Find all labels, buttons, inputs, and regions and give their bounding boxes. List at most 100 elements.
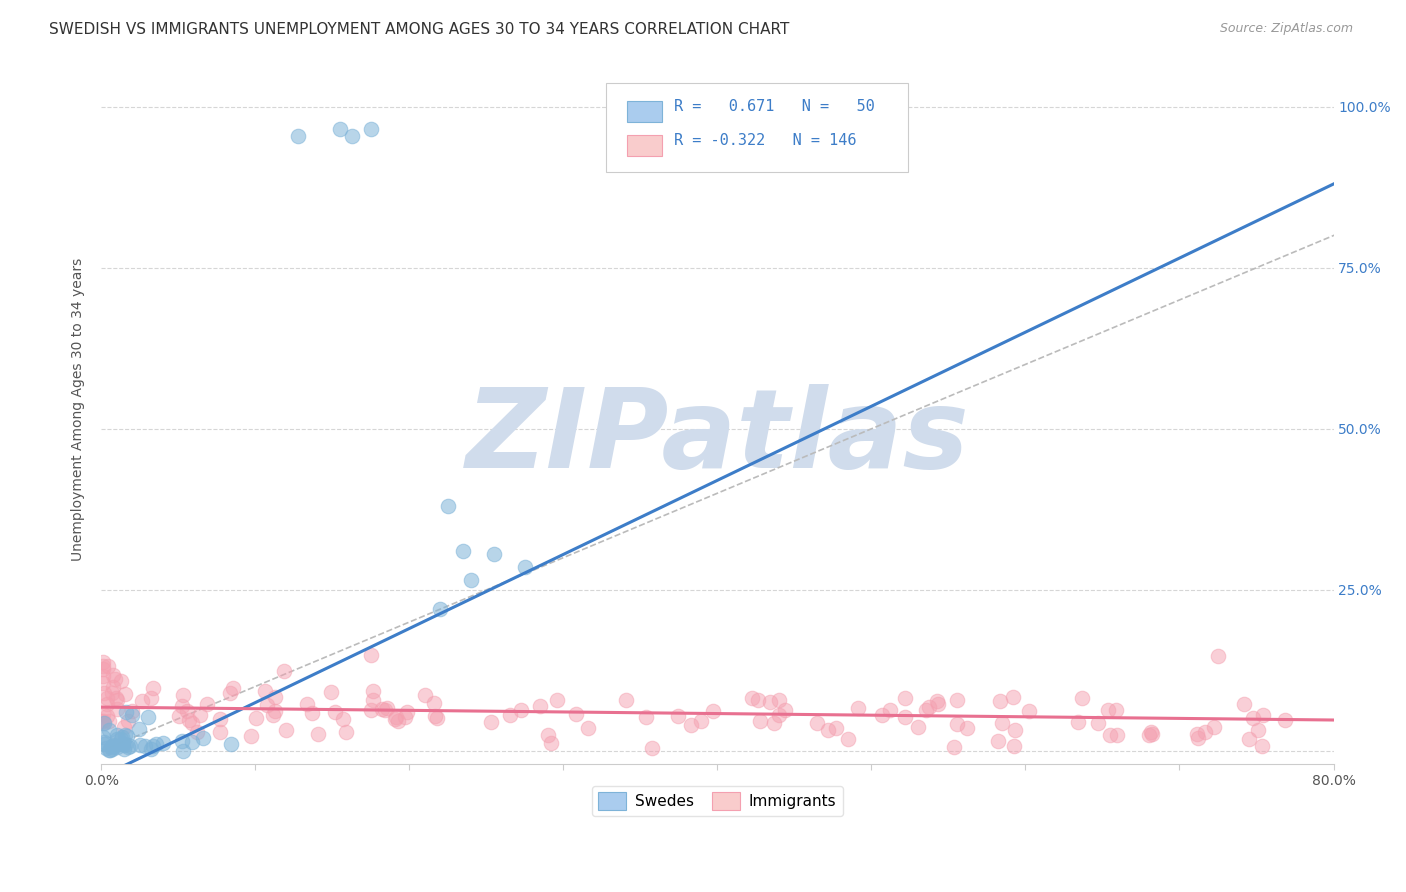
Point bbox=[101, 681, 124, 695]
Point bbox=[763, 715, 786, 730]
Point bbox=[329, 122, 352, 136]
Point bbox=[93, 716, 115, 731]
Text: R = -0.322   N = 146: R = -0.322 N = 146 bbox=[675, 134, 856, 148]
Point bbox=[98, 743, 121, 757]
FancyBboxPatch shape bbox=[606, 84, 908, 172]
Point bbox=[117, 714, 139, 728]
Point bbox=[499, 708, 522, 723]
Point bbox=[287, 128, 309, 143]
Point bbox=[361, 693, 384, 707]
Point bbox=[987, 734, 1010, 748]
Point bbox=[221, 681, 243, 695]
Text: SWEDISH VS IMMIGRANTS UNEMPLOYMENT AMONG AGES 30 TO 34 YEARS CORRELATION CHART: SWEDISH VS IMMIGRANTS UNEMPLOYMENT AMONG… bbox=[49, 22, 790, 37]
Point bbox=[1239, 732, 1261, 747]
Point bbox=[219, 737, 242, 751]
Point bbox=[134, 739, 156, 753]
Point bbox=[142, 681, 165, 696]
Point bbox=[91, 669, 114, 683]
Point bbox=[110, 673, 132, 688]
Point bbox=[918, 700, 941, 714]
Point bbox=[375, 700, 398, 714]
Point bbox=[91, 730, 114, 744]
Point bbox=[172, 733, 194, 747]
Point bbox=[91, 655, 114, 669]
Point bbox=[169, 709, 191, 723]
Point bbox=[101, 668, 124, 682]
Point bbox=[1071, 691, 1094, 706]
Point bbox=[689, 714, 711, 729]
Point bbox=[540, 736, 562, 750]
Point bbox=[1002, 739, 1025, 753]
Point bbox=[117, 739, 139, 754]
Point bbox=[112, 737, 135, 751]
Text: ZIPatlas: ZIPatlas bbox=[465, 384, 969, 491]
Point bbox=[118, 739, 141, 754]
Point bbox=[91, 714, 114, 728]
Point bbox=[103, 673, 125, 687]
Point bbox=[115, 705, 138, 719]
Point bbox=[1067, 714, 1090, 729]
Point bbox=[97, 659, 120, 673]
Point bbox=[131, 694, 153, 708]
Point bbox=[741, 691, 763, 706]
Point bbox=[319, 685, 342, 699]
Point bbox=[825, 721, 848, 735]
Point bbox=[385, 710, 408, 724]
Point bbox=[943, 740, 966, 755]
Point bbox=[90, 714, 112, 729]
Point bbox=[136, 710, 159, 724]
Point bbox=[387, 714, 409, 728]
Point bbox=[1142, 726, 1164, 740]
Point bbox=[1274, 713, 1296, 727]
Point bbox=[1253, 707, 1275, 722]
Point bbox=[666, 708, 689, 723]
Point bbox=[451, 544, 474, 558]
Point bbox=[360, 648, 382, 662]
Point bbox=[679, 718, 702, 732]
Point bbox=[273, 664, 295, 678]
Point bbox=[98, 743, 121, 757]
Point bbox=[301, 706, 323, 721]
Point bbox=[747, 693, 769, 707]
Point bbox=[114, 738, 136, 752]
Point bbox=[218, 686, 240, 700]
Point bbox=[371, 702, 394, 716]
Point bbox=[208, 725, 231, 739]
Point bbox=[837, 732, 859, 747]
Point bbox=[374, 703, 396, 717]
Point bbox=[1087, 716, 1109, 731]
Point bbox=[990, 715, 1012, 730]
Point bbox=[529, 698, 551, 713]
Point bbox=[256, 698, 278, 713]
Point bbox=[105, 702, 128, 716]
Point bbox=[1233, 697, 1256, 711]
Point bbox=[180, 735, 202, 749]
Point bbox=[1241, 711, 1264, 725]
Point bbox=[188, 708, 211, 723]
Point bbox=[413, 688, 436, 702]
Point bbox=[565, 706, 588, 721]
Point bbox=[634, 709, 657, 723]
Point bbox=[1247, 723, 1270, 737]
Point bbox=[1097, 703, 1119, 717]
Point bbox=[100, 686, 122, 700]
Point bbox=[956, 721, 979, 735]
Point bbox=[105, 693, 128, 707]
Point bbox=[297, 697, 319, 711]
Point bbox=[335, 725, 357, 739]
Point bbox=[546, 693, 568, 707]
Point bbox=[128, 722, 150, 736]
Point bbox=[91, 715, 114, 730]
Point bbox=[128, 738, 150, 752]
Point bbox=[1107, 728, 1129, 742]
Point bbox=[342, 128, 364, 143]
Point bbox=[1001, 690, 1024, 705]
Point bbox=[806, 716, 828, 731]
Point bbox=[110, 731, 132, 746]
Point bbox=[395, 705, 418, 719]
Text: R =   0.671   N =   50: R = 0.671 N = 50 bbox=[675, 99, 875, 114]
Point bbox=[394, 710, 416, 724]
Point bbox=[482, 548, 505, 562]
Point bbox=[112, 742, 135, 756]
Point bbox=[93, 735, 115, 749]
